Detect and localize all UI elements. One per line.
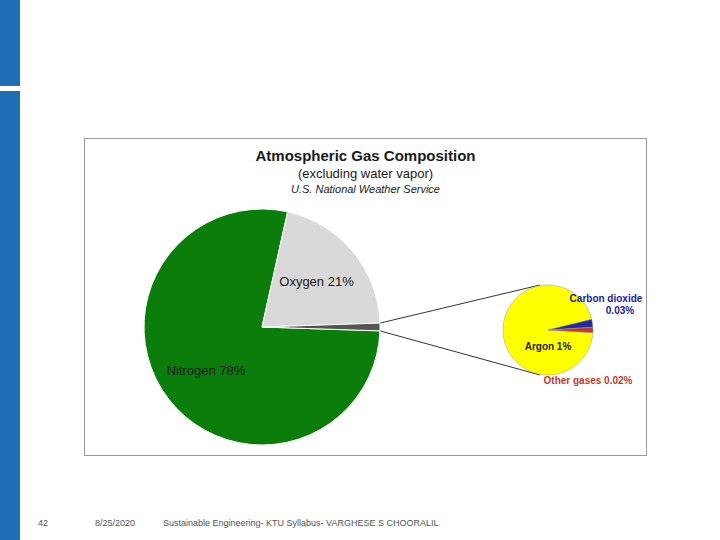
html-text:8/25/2020: 8/25/2020 xyxy=(95,518,135,528)
svg-text:Oxygen 21%: Oxygen 21% xyxy=(279,274,354,289)
html-text:Atmospheric Gas Composition: Atmospheric Gas Composition xyxy=(255,147,476,164)
html-text:U.S. National Weather Service: U.S. National Weather Service xyxy=(291,183,440,195)
html-text:(excluding water vapor): (excluding water vapor) xyxy=(297,166,434,181)
html-text:42: 42 xyxy=(38,518,48,528)
svg-text:Nitrogen 78%: Nitrogen 78% xyxy=(167,363,246,378)
svg-text:Argon 1%: Argon 1% xyxy=(525,341,572,352)
svg-text:Other gases 0.02%: Other gases 0.02% xyxy=(544,375,633,386)
svg-text:Carbon dioxide0.03%: Carbon dioxide0.03% xyxy=(570,293,643,316)
html-text:Sustainable Engineering- KTU S: Sustainable Engineering- KTU Syllabus- V… xyxy=(163,518,439,528)
